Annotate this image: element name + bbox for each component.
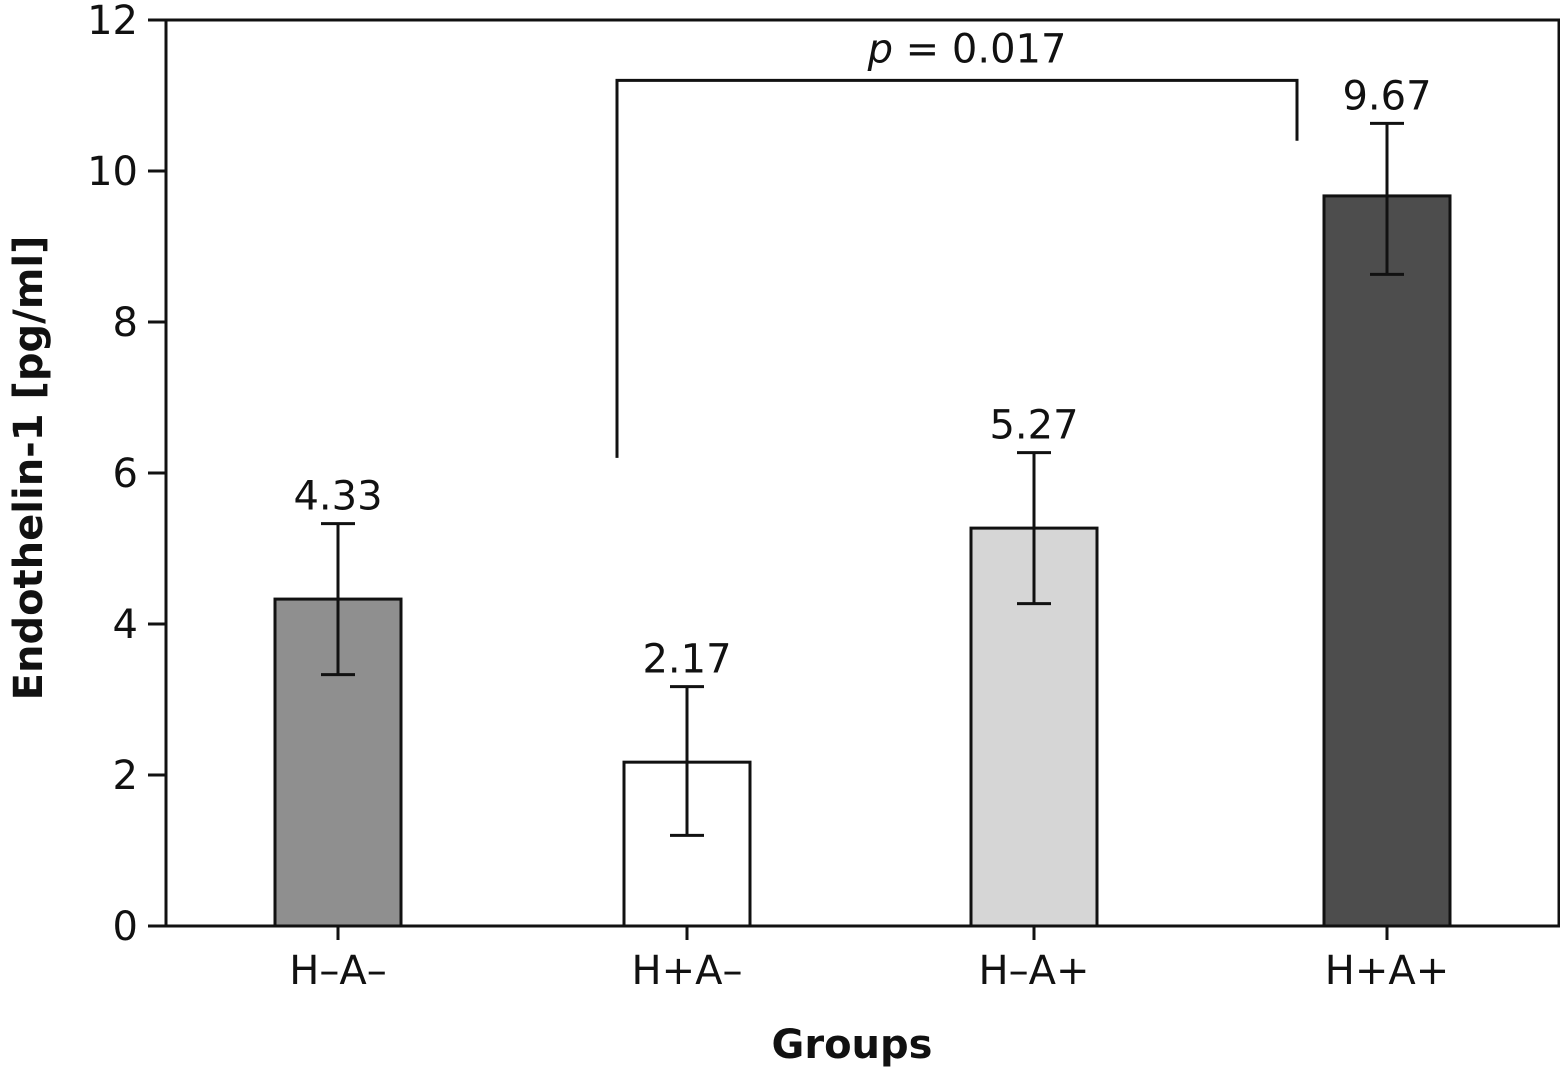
x-tick-label: H–A– <box>289 948 386 994</box>
significance-bracket <box>615 78 1299 458</box>
p-value: = 0.017 <box>893 26 1066 72</box>
data-label: 2.17 <box>642 637 731 683</box>
x-tick-label: H+A– <box>632 948 743 994</box>
y-tick-label: 10 <box>87 149 138 195</box>
y-tick-label: 6 <box>113 451 138 497</box>
error-bars <box>321 121 1404 837</box>
x-axis-title: Groups <box>772 1022 933 1068</box>
y-axis-title: Endothelin-1 [pg/ml] <box>6 236 52 701</box>
y-tick-label: 8 <box>113 300 138 346</box>
x-tick-label: H+A+ <box>1325 948 1449 994</box>
bar <box>1322 194 1452 928</box>
data-label: 5.27 <box>989 403 1078 449</box>
y-tick-label: 12 <box>87 0 138 44</box>
y-axis: 0 2 4 6 8 10 12 <box>87 0 166 950</box>
x-axis: H–A– H+A– H–A+ H+A+ <box>289 926 1449 994</box>
significance-annotation: p = 0.017 <box>615 26 1299 458</box>
x-tick-label: H–A+ <box>979 948 1090 994</box>
value-labels: 4.33 2.17 5.27 9.67 <box>293 73 1431 682</box>
y-tick-label: 0 <box>113 904 138 950</box>
data-label: 4.33 <box>293 474 382 520</box>
data-label: 9.67 <box>1342 73 1431 119</box>
y-tick-label: 4 <box>113 602 138 648</box>
p-value-label: p = 0.017 <box>867 26 1067 72</box>
bars <box>273 194 1452 928</box>
y-tick-label: 2 <box>113 753 138 799</box>
p-symbol: p <box>867 26 893 72</box>
